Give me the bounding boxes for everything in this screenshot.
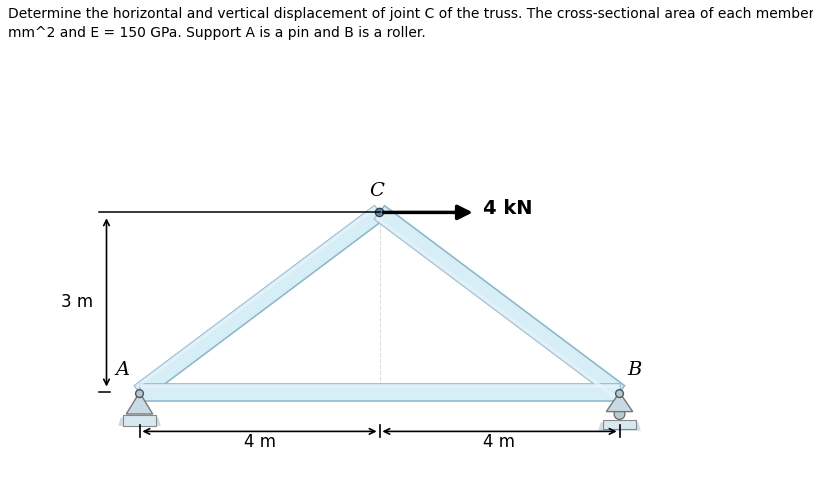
Circle shape bbox=[136, 390, 143, 397]
Polygon shape bbox=[123, 415, 156, 426]
Text: B: B bbox=[628, 361, 641, 379]
Text: A: A bbox=[115, 361, 130, 379]
Polygon shape bbox=[118, 418, 161, 426]
Circle shape bbox=[615, 390, 624, 397]
Polygon shape bbox=[603, 420, 636, 429]
Circle shape bbox=[376, 208, 384, 216]
Polygon shape bbox=[598, 422, 641, 431]
Text: C: C bbox=[369, 182, 384, 201]
Polygon shape bbox=[140, 384, 620, 388]
Polygon shape bbox=[140, 384, 620, 401]
Text: 4 m: 4 m bbox=[484, 432, 515, 451]
Polygon shape bbox=[606, 393, 633, 412]
Text: Determine the horizontal and vertical displacement of joint C of the truss. The : Determine the horizontal and vertical di… bbox=[8, 7, 813, 39]
Circle shape bbox=[614, 408, 625, 420]
Text: 4 m: 4 m bbox=[244, 432, 276, 451]
Text: 3 m: 3 m bbox=[61, 293, 93, 312]
Polygon shape bbox=[126, 393, 153, 414]
Polygon shape bbox=[375, 216, 617, 399]
Polygon shape bbox=[134, 206, 385, 399]
Text: 4 kN: 4 kN bbox=[483, 199, 533, 218]
Polygon shape bbox=[134, 206, 376, 389]
Polygon shape bbox=[375, 206, 624, 399]
